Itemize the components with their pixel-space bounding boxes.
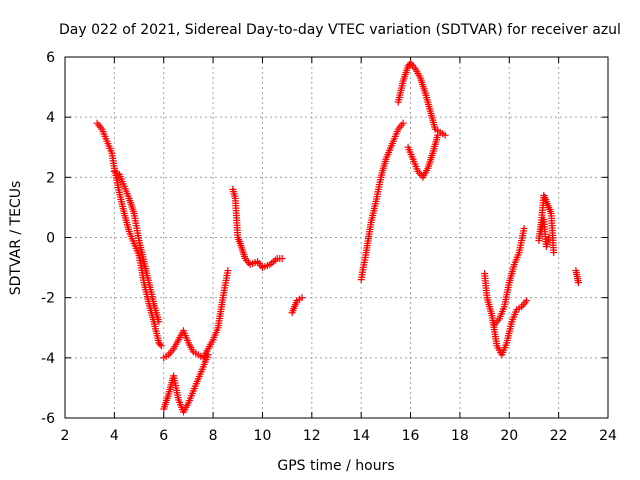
- data-point: [157, 342, 165, 350]
- data-point: [545, 234, 553, 241]
- y-tick-labels: -6 -4 -2 0 2 4 6: [41, 50, 55, 427]
- x-tick-label: 4: [110, 428, 119, 444]
- x-tick-label: 6: [159, 428, 168, 444]
- series-seg8: [394, 59, 449, 139]
- series-seg10: [481, 270, 531, 359]
- data-point: [156, 340, 164, 348]
- x-tick-labels: 2 4 6 8 10 12 14 16 18 20 22 24: [61, 428, 617, 444]
- data-point: [550, 249, 558, 257]
- x-tick-label: 20: [500, 428, 518, 444]
- series-seg11: [490, 224, 528, 329]
- data-point: [155, 318, 163, 326]
- series-seg3: [160, 267, 232, 362]
- y-tick-label: 6: [46, 50, 55, 66]
- series-seg6: [288, 294, 306, 317]
- x-tick-label: 24: [599, 428, 617, 444]
- series-seg2: [110, 167, 163, 326]
- data-point: [224, 267, 232, 275]
- data-point: [574, 279, 582, 287]
- x-tick-label: 2: [61, 428, 70, 444]
- data-point: [523, 297, 531, 305]
- y-tick-label: 4: [46, 110, 55, 126]
- data-point: [520, 224, 528, 232]
- data-point: [298, 294, 306, 302]
- data-point: [434, 131, 442, 139]
- x-tick-label: 10: [254, 428, 272, 444]
- x-tick-label: 18: [451, 428, 469, 444]
- series-seg7: [357, 119, 407, 284]
- axis-ticks: [64, 56, 609, 419]
- x-tick-label: 12: [303, 428, 321, 444]
- x-tick-label: 22: [550, 428, 568, 444]
- y-axis-label: SDTVAR / TECUs: [8, 181, 24, 296]
- x-tick-label: 14: [352, 428, 370, 444]
- series-seg9: [404, 131, 442, 181]
- chart-title: Day 022 of 2021, Sidereal Day-to-day VTE…: [59, 22, 621, 38]
- y-tick-label: 2: [46, 170, 55, 186]
- series-seg14: [572, 267, 582, 287]
- grid: [65, 57, 608, 418]
- series-seg13: [537, 215, 553, 251]
- data-point: [399, 119, 407, 127]
- x-axis-label: GPS time / hours: [277, 458, 394, 474]
- series-seg5: [229, 185, 286, 272]
- x-tick-label: 16: [402, 428, 420, 444]
- y-tick-label: -6: [41, 411, 55, 427]
- y-tick-label: -4: [41, 351, 55, 367]
- series-seg4: [160, 351, 212, 416]
- series-seg12: [535, 191, 558, 257]
- data-point: [278, 255, 286, 263]
- data-point: [204, 351, 212, 359]
- data-points: [93, 59, 582, 416]
- y-tick-label: -2: [41, 291, 55, 307]
- x-tick-label: 8: [209, 428, 218, 444]
- y-tick-label: 0: [46, 231, 55, 247]
- data-point: [441, 131, 449, 139]
